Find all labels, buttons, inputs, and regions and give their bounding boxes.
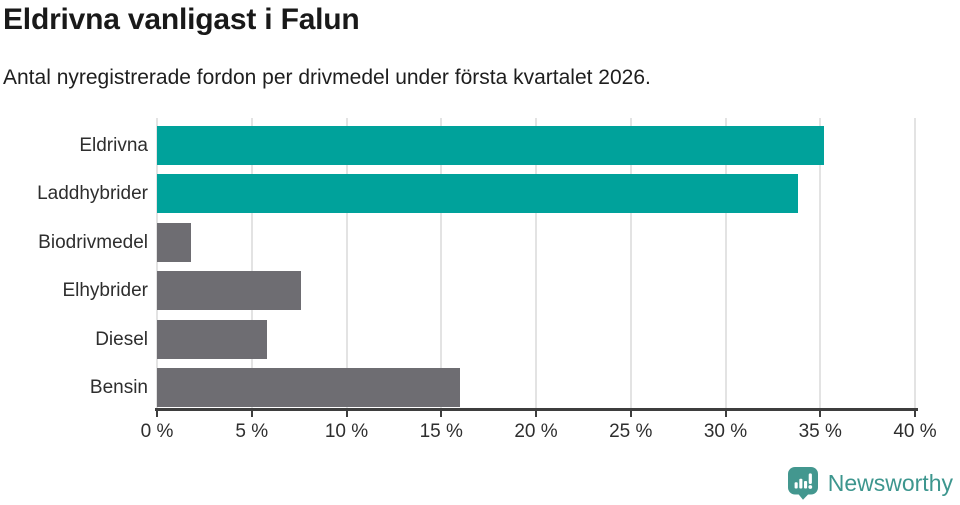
category-label-bensin: Bensin: [89, 377, 148, 398]
category-label-elhybrider: Elhybrider: [62, 280, 148, 301]
bar-row-diesel: Diesel: [95, 319, 915, 359]
gridline-25-percent: [629, 118, 632, 410]
bar-chart-speech-bubble-icon: [787, 467, 818, 500]
gridline-5-percent: [250, 118, 253, 410]
category-label-laddhybrider: Laddhybrider: [37, 183, 148, 204]
x-axis-tick-label-0: 0 %: [140, 421, 174, 442]
gridline-20-percent: [535, 118, 537, 410]
x-axis-tick-label-30: 30 %: [703, 421, 748, 442]
x-axis-tick-30: [724, 408, 727, 417]
page-title: Eldrivna vanligast i Falun: [3, 3, 360, 36]
bar-row-elhybrider: Elhybrider: [62, 271, 915, 310]
gridline-15-percent: [440, 118, 443, 410]
x-axis-tick-0: [156, 408, 158, 417]
x-axis-tick-label-20: 20 %: [514, 421, 558, 442]
bar-biodrivmedel: [157, 222, 192, 262]
bar-row-biodrivmedel: Biodrivmedel: [38, 222, 915, 262]
x-axis-tick-10: [345, 408, 348, 417]
bar-chart-plot-area: Eldrivna Laddhybrider Biodrivmedel Elhybrid…: [37, 118, 916, 410]
x-axis-tick-label-5: 5 %: [235, 421, 269, 442]
x-axis-tick-label-25: 25 %: [609, 421, 653, 442]
bar-elhybrider: [157, 271, 302, 310]
x-axis-tick-20: [535, 408, 537, 417]
x-axis-tick-15: [440, 408, 443, 417]
x-axis-tick-label-35: 35 %: [798, 421, 842, 442]
x-axis-tick-25: [629, 408, 632, 417]
x-axis-tick-label-15: 15 %: [419, 421, 463, 442]
x-axis-tick-35: [819, 408, 822, 417]
bar-row-eldrivna: Eldrivna: [79, 125, 915, 165]
bar-eldrivna: [157, 125, 825, 165]
x-axis-tick-40: [914, 408, 916, 417]
gridline-0-percent: [156, 118, 158, 410]
bar-bensin: [157, 368, 461, 407]
gridline-40-percent: [914, 118, 916, 410]
gridline-10-percent: [345, 118, 348, 410]
category-label-biodrivmedel: Biodrivmedel: [38, 231, 148, 253]
x-axis-tick-5: [250, 408, 253, 417]
gridline-35-percent: [819, 118, 822, 410]
category-label-diesel: Diesel: [95, 328, 148, 350]
x-axis-tick-label-10: 10 %: [324, 421, 369, 442]
bar-row-bensin: Bensin: [90, 368, 915, 407]
newsworthy-logo-text: Newsworthy: [827, 469, 953, 496]
gridline-30-percent: [724, 118, 727, 410]
bar-row-laddhybrider: Laddhybrider: [37, 174, 915, 213]
x-axis-tick-label-40: 40 %: [893, 421, 937, 442]
newsworthy-logo: Newsworthy: [787, 466, 953, 500]
bar-diesel: [157, 319, 267, 359]
chart-subtitle: Antal nyregistrerade fordon per drivmede…: [3, 66, 651, 89]
bar-laddhybrider: [157, 174, 798, 213]
category-label-eldrivna: Eldrivna: [79, 134, 148, 156]
